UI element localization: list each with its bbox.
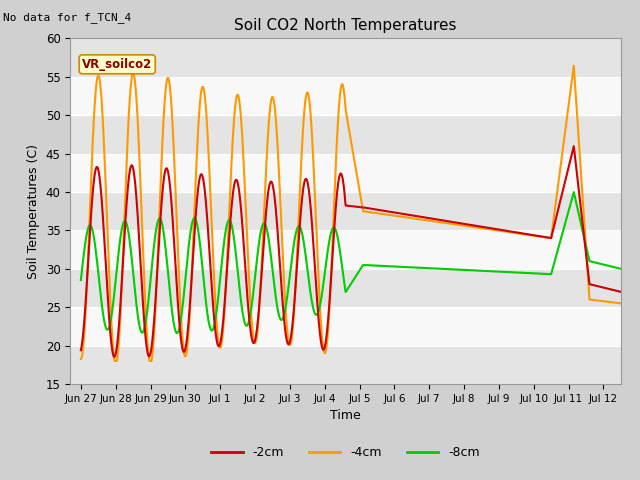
Bar [70, 307, 621, 346]
Bar [70, 154, 621, 192]
Legend: -2cm, -4cm, -8cm: -2cm, -4cm, -8cm [207, 441, 484, 464]
Text: VR_soilco2: VR_soilco2 [82, 58, 152, 71]
Bar [70, 230, 621, 269]
Text: No data for f_TCN_4: No data for f_TCN_4 [3, 12, 131, 23]
Bar [70, 192, 621, 230]
Bar [70, 38, 621, 77]
Title: Soil CO2 North Temperatures: Soil CO2 North Temperatures [234, 18, 457, 33]
X-axis label: Time: Time [330, 409, 361, 422]
Bar [70, 346, 621, 384]
Bar [70, 269, 621, 307]
Bar [70, 77, 621, 115]
Bar [70, 115, 621, 154]
Y-axis label: Soil Temperatures (C): Soil Temperatures (C) [28, 144, 40, 279]
